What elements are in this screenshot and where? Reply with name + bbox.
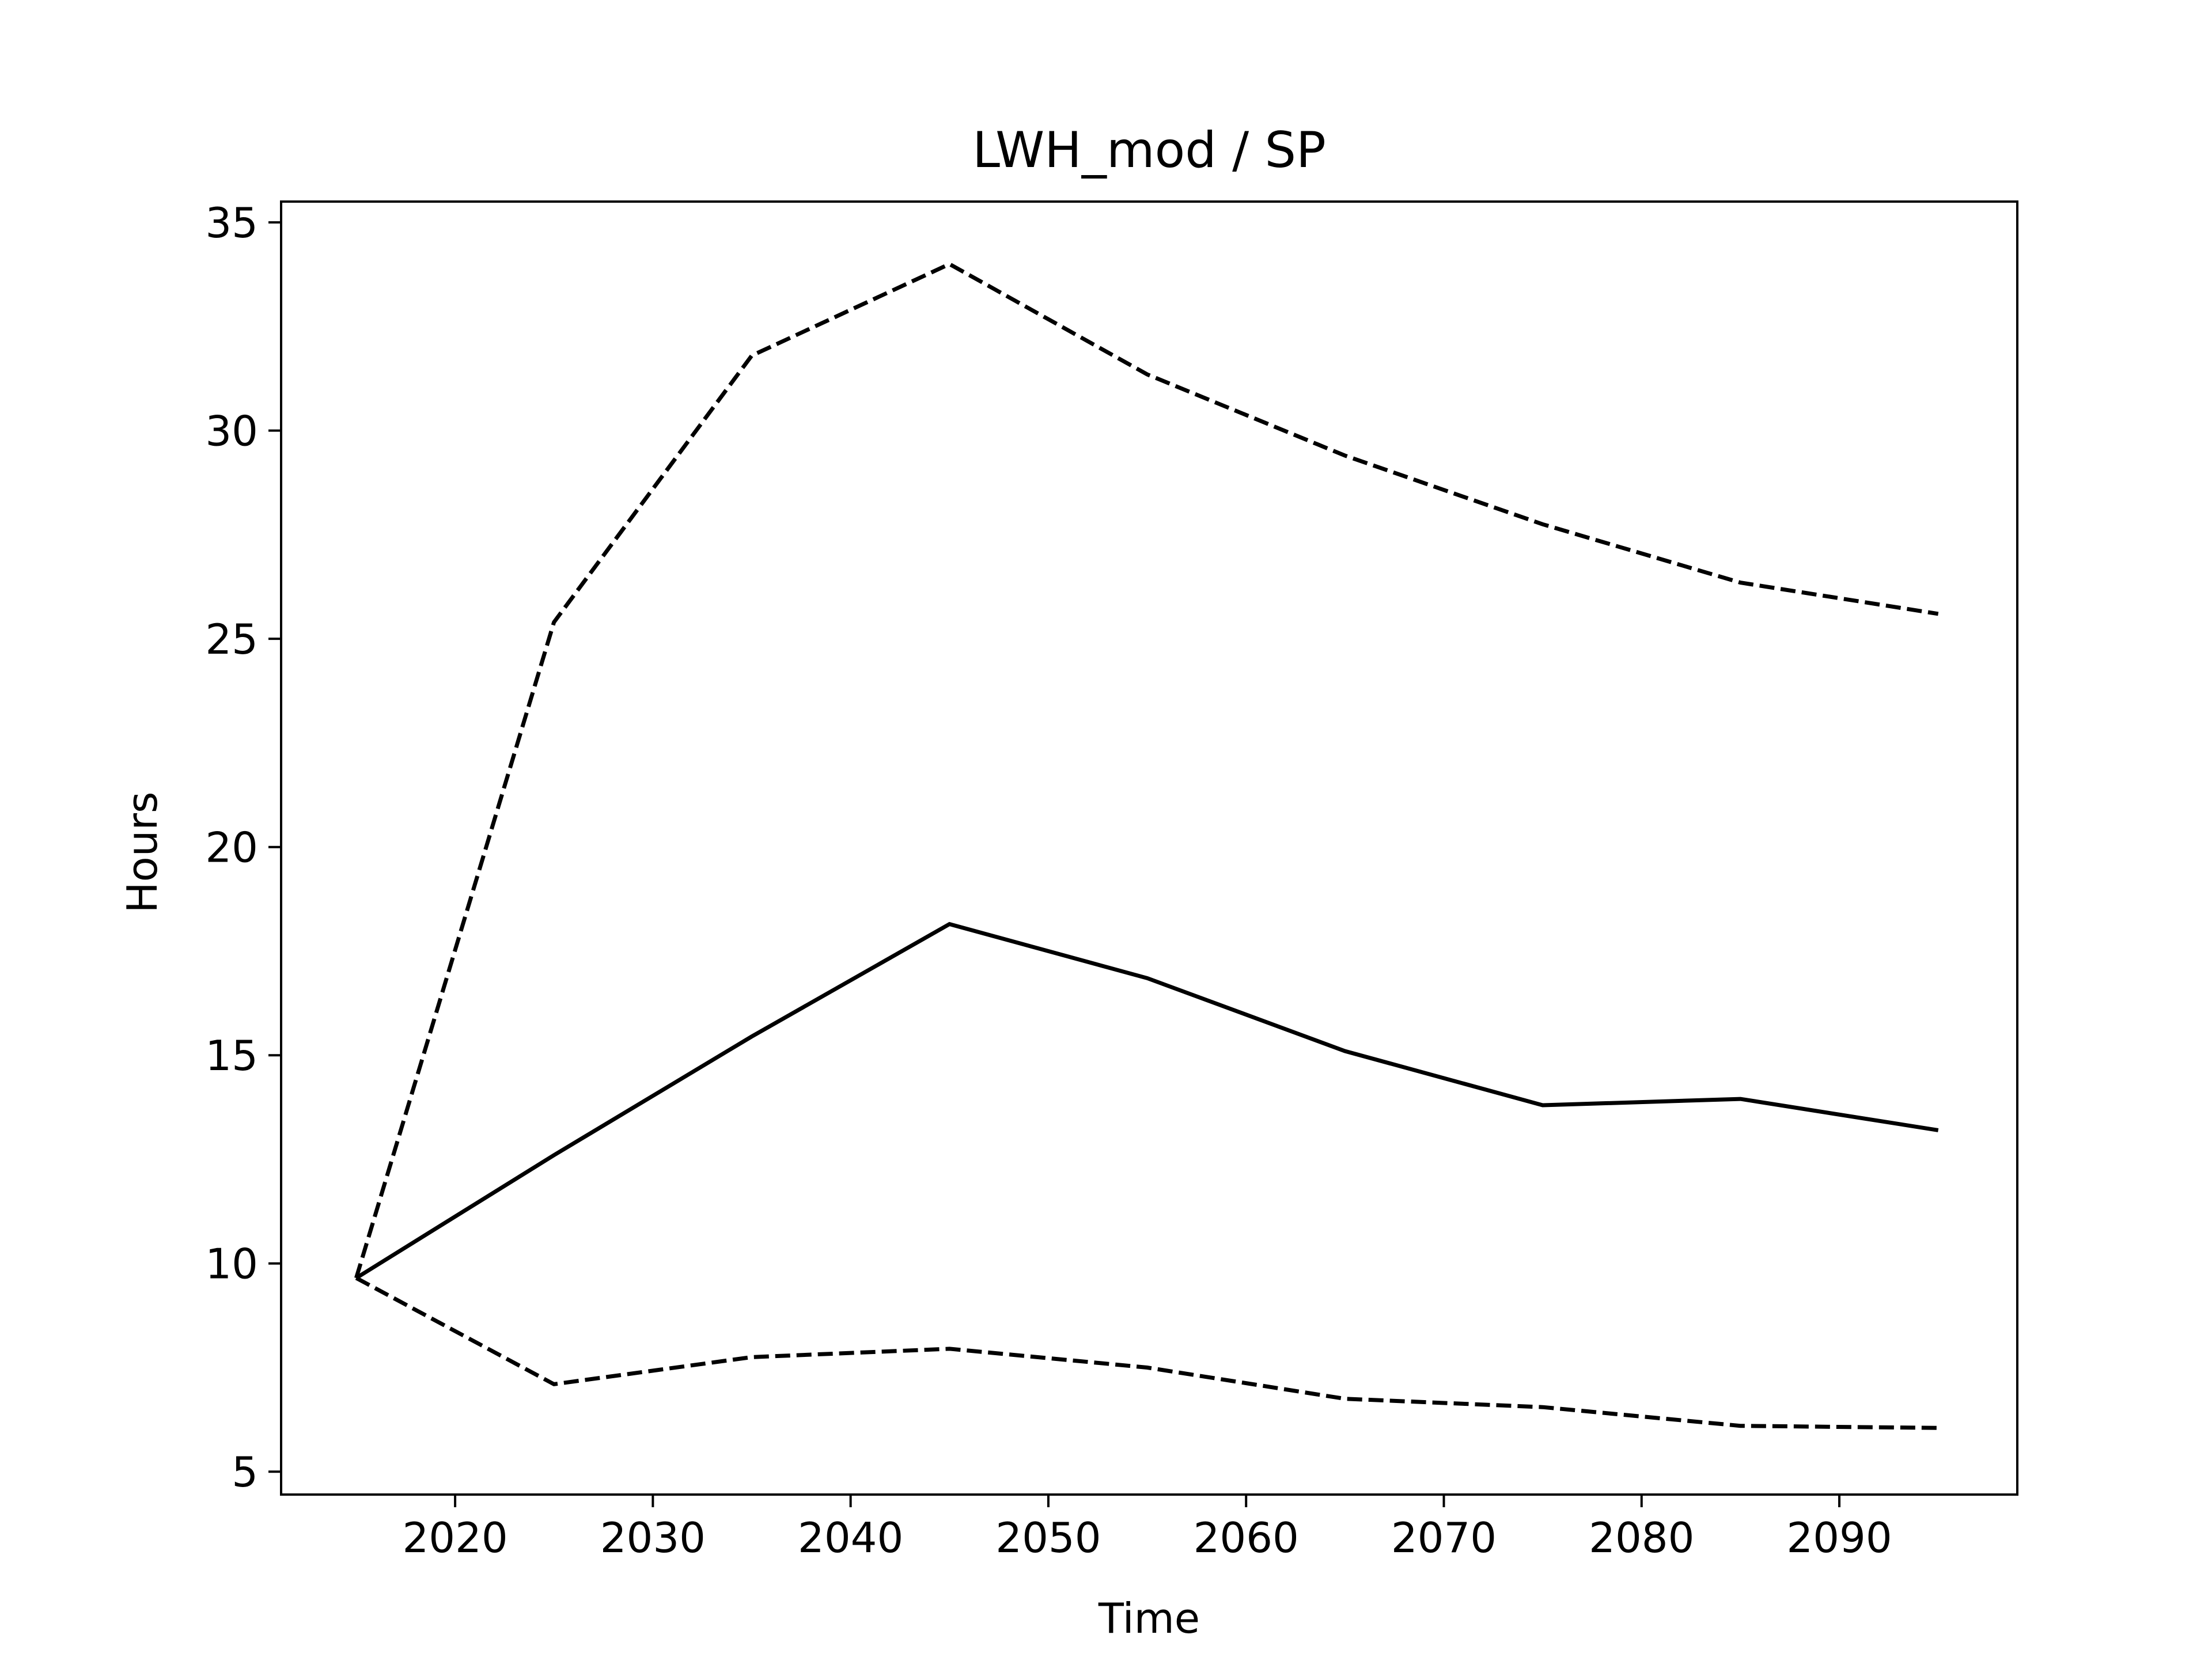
y-tick-label: 35 — [205, 199, 258, 247]
x-tick-label: 2020 — [402, 1514, 507, 1562]
x-tick-label: 2050 — [995, 1514, 1101, 1562]
series-line-3 — [355, 1276, 1938, 1430]
x-tick-label: 2040 — [798, 1514, 903, 1562]
x-tick-label: 2090 — [1786, 1514, 1892, 1562]
y-tick-label: 30 — [205, 407, 258, 456]
ticks-layer: 2020 2030 2040 2050 2060 2070 2080 2090 5 10 15 20 2… — [205, 199, 1892, 1562]
plot-frame — [280, 200, 2018, 1496]
y-tick-label: 20 — [205, 824, 258, 872]
y-axis-label: Hours — [118, 792, 166, 913]
x-axis-label: Time — [1098, 1594, 1200, 1643]
series-layer — [354, 261, 1939, 1430]
x-tick-label: 2060 — [1194, 1514, 1299, 1562]
x-tick-label: 2070 — [1391, 1514, 1497, 1562]
y-tick-label: 25 — [205, 615, 258, 663]
y-tick-label: 15 — [205, 1032, 258, 1080]
x-tick-label: 2080 — [1589, 1514, 1694, 1562]
series-line-2 — [355, 921, 1939, 1280]
series-line-1 — [354, 261, 1939, 1279]
chart-title: LWH_mod / SP — [972, 122, 1326, 179]
x-tick-label: 2030 — [600, 1514, 706, 1562]
y-tick-label: 10 — [205, 1240, 258, 1288]
y-tick-label: 5 — [232, 1448, 258, 1496]
